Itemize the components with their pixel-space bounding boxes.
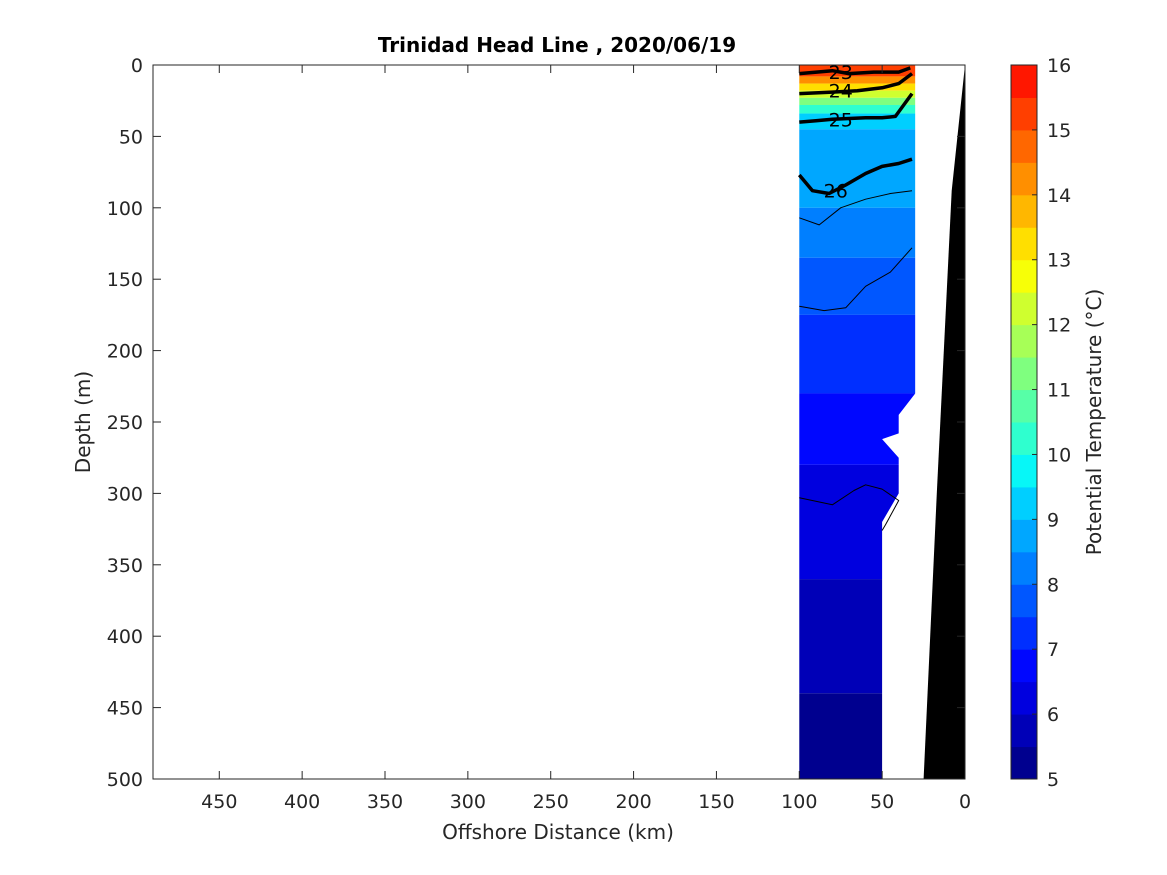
x-tick-label: 100 <box>781 791 817 813</box>
contour-label: 24 <box>829 81 853 103</box>
colorbar-tick-label: 5 <box>1047 769 1059 791</box>
y-tick-label: 0 <box>131 55 143 77</box>
colorbar-swatch <box>1011 325 1037 358</box>
colorbar: 5 6 7 8 9 10 11 12 13 14 15 16 <box>1011 55 1071 791</box>
colorbar-swatch <box>1011 584 1037 617</box>
x-tick-label: 300 <box>450 791 486 813</box>
colorbar-swatch <box>1011 227 1037 260</box>
y-tick-label: 500 <box>107 769 143 791</box>
colorbar-swatch <box>1011 292 1037 325</box>
y-tick-label: 250 <box>107 412 143 434</box>
contour-label: 26 <box>824 181 848 203</box>
y-tick-label: 450 <box>107 698 143 720</box>
x-tick-label: 0 <box>959 791 971 813</box>
y-tick-label: 100 <box>107 198 143 220</box>
x-tick-label: 250 <box>533 791 569 813</box>
colorbar-swatch <box>1011 649 1037 682</box>
temperature-band <box>799 315 915 394</box>
temperature-band <box>799 258 915 315</box>
colorbar-tick-label: 13 <box>1047 250 1071 272</box>
colorbar-swatch <box>1011 422 1037 455</box>
x-axis-label: Offshore Distance (km) <box>442 820 674 844</box>
colorbar-swatch <box>1011 682 1037 715</box>
colorbar-tick-label: 8 <box>1047 574 1059 596</box>
colorbar-swatch <box>1011 357 1037 390</box>
temperature-band <box>799 98 915 105</box>
colorbar-swatch <box>1011 714 1037 747</box>
colorbar-tick-label: 9 <box>1047 509 1059 531</box>
colorbar-tick-label: 15 <box>1047 120 1071 142</box>
colorbar-swatches <box>1011 65 1037 780</box>
y-tick-label: 350 <box>107 555 143 577</box>
x-tick-label: 350 <box>367 791 403 813</box>
x-tick-label: 50 <box>870 791 894 813</box>
colorbar-swatch <box>1011 97 1037 130</box>
colorbar-swatch <box>1011 65 1037 98</box>
y-tick-label: 400 <box>107 626 143 648</box>
colorbar-tick-label: 11 <box>1047 380 1071 402</box>
colorbar-swatch <box>1011 390 1037 423</box>
colorbar-ticks: 5 6 7 8 9 10 11 12 13 14 15 16 <box>1032 55 1071 791</box>
colorbar-tick-label: 12 <box>1047 315 1071 337</box>
colorbar-swatch <box>1011 747 1037 780</box>
colorbar-tick-label: 16 <box>1047 55 1071 77</box>
temperature-band <box>799 208 915 258</box>
chart-title: Trinidad Head Line , 2020/06/19 <box>378 33 736 57</box>
x-tick-label: 150 <box>698 791 734 813</box>
x-tick-label: 200 <box>615 791 651 813</box>
colorbar-tick-label: 10 <box>1047 444 1071 466</box>
colorbar-swatch <box>1011 162 1037 195</box>
y-tick-label: 200 <box>107 341 143 363</box>
colorbar-swatch <box>1011 195 1037 228</box>
colorbar-tick-label: 7 <box>1047 639 1059 661</box>
y-tick-label: 300 <box>107 483 143 505</box>
colorbar-swatch <box>1011 487 1037 520</box>
x-tick-label: 450 <box>201 791 237 813</box>
x-tick-label: 400 <box>284 791 320 813</box>
y-tick-label: 50 <box>119 126 143 148</box>
y-tick-label: 150 <box>107 269 143 291</box>
contour-label: 25 <box>829 109 853 131</box>
colorbar-swatch <box>1011 519 1037 552</box>
colorbar-swatch <box>1011 552 1037 585</box>
colorbar-label: Potential Temperature (°C) <box>1082 289 1106 556</box>
colorbar-tick-label: 6 <box>1047 704 1059 726</box>
temperature-band <box>799 129 915 208</box>
colorbar-swatch <box>1011 454 1037 487</box>
colorbar-swatch <box>1011 260 1037 293</box>
y-axis-label: Depth (m) <box>71 371 95 473</box>
colorbar-tick-label: 14 <box>1047 185 1071 207</box>
colorbar-swatch <box>1011 130 1037 163</box>
colorbar-swatch <box>1011 617 1037 650</box>
